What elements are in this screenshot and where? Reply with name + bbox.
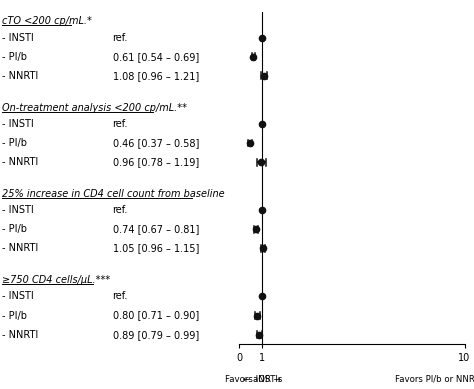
Text: 25% increase in CD4 cell count from baseline: 25% increase in CD4 cell count from base… (2, 189, 225, 199)
Text: cTO <200 cp/mL.*: cTO <200 cp/mL.* (2, 16, 92, 26)
Text: 0.61 [0.54 – 0.69]: 0.61 [0.54 – 0.69] (112, 52, 199, 62)
Text: - NNRTI: - NNRTI (2, 157, 39, 167)
Text: ← aOR →: ← aOR → (243, 375, 281, 384)
Text: 1.08 [0.96 – 1.21]: 1.08 [0.96 – 1.21] (112, 71, 199, 81)
Text: - PI/b: - PI/b (2, 52, 27, 62)
Text: ref.: ref. (112, 119, 128, 129)
Text: ref.: ref. (112, 33, 128, 42)
Text: On-treatment analysis <200 cp/mL.**: On-treatment analysis <200 cp/mL.** (2, 103, 187, 112)
Text: - NNRTI: - NNRTI (2, 71, 39, 81)
Text: ≥750 CD4 cells/μL.***: ≥750 CD4 cells/μL.*** (2, 275, 110, 285)
Text: - PI/b: - PI/b (2, 224, 27, 234)
Text: - INSTI: - INSTI (2, 205, 34, 215)
Text: Favors PI/b or NNRTIs: Favors PI/b or NNRTIs (395, 375, 474, 384)
Text: - NNRTI: - NNRTI (2, 244, 39, 253)
Text: 0.74 [0.67 – 0.81]: 0.74 [0.67 – 0.81] (112, 224, 199, 234)
Text: - NNRTI: - NNRTI (2, 330, 39, 340)
Text: - INSTI: - INSTI (2, 291, 34, 301)
Text: - INSTI: - INSTI (2, 33, 34, 42)
Text: - PI/b: - PI/b (2, 138, 27, 148)
Text: 0.46 [0.37 – 0.58]: 0.46 [0.37 – 0.58] (112, 138, 199, 148)
Text: 0.80 [0.71 – 0.90]: 0.80 [0.71 – 0.90] (112, 310, 199, 321)
Text: ref.: ref. (112, 205, 128, 215)
Text: 1.05 [0.96 – 1.15]: 1.05 [0.96 – 1.15] (112, 244, 199, 253)
Text: - INSTI: - INSTI (2, 119, 34, 129)
Text: Favors INSTIs: Favors INSTIs (225, 375, 283, 384)
Text: - PI/b: - PI/b (2, 310, 27, 321)
Text: 0.96 [0.78 – 1.19]: 0.96 [0.78 – 1.19] (112, 157, 199, 167)
Text: ref.: ref. (112, 291, 128, 301)
Text: 0.89 [0.79 – 0.99]: 0.89 [0.79 – 0.99] (112, 330, 199, 340)
